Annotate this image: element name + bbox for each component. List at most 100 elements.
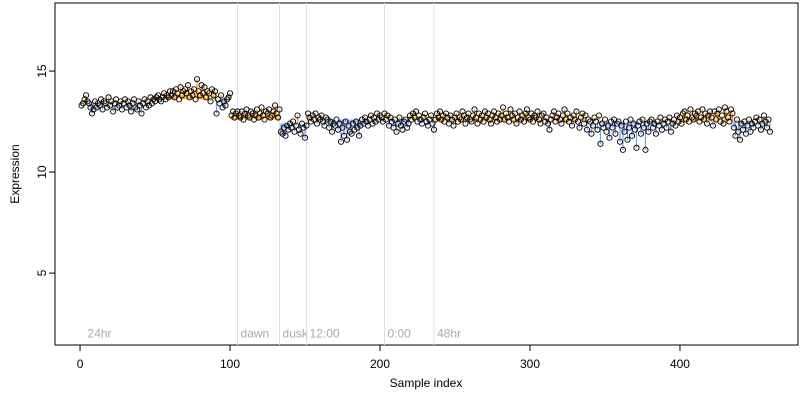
data-point: [598, 120, 606, 127]
data-point: [499, 104, 507, 111]
data-point: [430, 126, 438, 133]
data-point: [285, 126, 292, 133]
data-point: [88, 110, 96, 117]
data-point: [202, 94, 210, 101]
data-point: [91, 98, 99, 105]
data-point: [532, 114, 540, 121]
y-axis-label: Expression: [8, 144, 22, 203]
data-point: [520, 118, 528, 125]
data-point: [388, 118, 396, 125]
data-point: [448, 116, 456, 123]
data-point: [409, 110, 417, 117]
data-point: [297, 130, 304, 137]
y-tick-label: 5: [35, 269, 49, 276]
data-point: [628, 132, 636, 139]
data-point: [186, 94, 193, 101]
data-point: [690, 116, 697, 123]
marker-label: dusk: [283, 327, 309, 341]
data-point: [225, 94, 232, 101]
data-point: [739, 126, 747, 133]
data-point: [546, 126, 553, 133]
data-point: [316, 116, 324, 123]
data-point: [417, 116, 424, 123]
data-point: [586, 118, 594, 125]
data-point: [240, 116, 247, 123]
data-point: [214, 96, 222, 103]
data-point: [168, 92, 175, 99]
data-point: [495, 110, 502, 117]
data-point: [273, 110, 280, 117]
x-axis-label: Sample index: [390, 376, 463, 390]
data-point: [481, 108, 489, 115]
data-point: [300, 124, 307, 131]
data-point: [198, 82, 205, 89]
data-point: [142, 104, 150, 111]
data-point: [468, 118, 475, 125]
data-point: [633, 144, 640, 151]
data-point: [621, 128, 628, 135]
data-point: [570, 112, 577, 119]
data-point: [540, 110, 547, 117]
data-point: [745, 116, 753, 123]
data-point: [258, 104, 265, 111]
data-point: [357, 122, 364, 129]
data-point: [615, 118, 622, 125]
data-point: [327, 118, 334, 125]
data-point: [558, 120, 565, 127]
data-point: [429, 120, 436, 127]
data-point: [427, 112, 435, 119]
data-point: [333, 116, 340, 123]
data-point: [595, 112, 603, 119]
data-point: [453, 110, 460, 117]
data-point: [313, 120, 321, 127]
data-point: [217, 92, 225, 99]
data-point: [474, 120, 481, 127]
data-point: [81, 96, 88, 103]
y-tick-label: 10: [35, 165, 49, 179]
data-point: [640, 124, 648, 131]
data-point: [438, 116, 445, 123]
data-point: [121, 96, 129, 103]
data-point: [748, 120, 756, 127]
data-point: [535, 116, 543, 123]
data-point: [226, 90, 234, 97]
data-point: [82, 92, 90, 99]
data-point: [556, 116, 564, 123]
data-point: [634, 122, 642, 129]
data-point: [187, 88, 195, 95]
data-point: [141, 96, 148, 103]
data-point: [682, 116, 690, 123]
data-point: [276, 106, 283, 113]
data-point: [123, 104, 130, 111]
data-point: [147, 94, 154, 101]
data-point: [90, 106, 97, 113]
data-point: [480, 118, 487, 125]
data-point: [105, 94, 112, 101]
data-point: [222, 102, 229, 109]
data-point: [463, 114, 471, 121]
data-point: [189, 92, 196, 99]
marker-label: 12:00: [310, 327, 340, 341]
data-point: [396, 114, 403, 121]
data-point: [724, 114, 732, 121]
data-point: [627, 116, 634, 123]
data-point: [489, 112, 496, 119]
data-point: [282, 132, 289, 139]
data-point: [454, 118, 462, 125]
data-point: [292, 122, 300, 129]
data-point: [160, 90, 168, 97]
data-point: [349, 120, 357, 127]
data-point: [706, 108, 714, 115]
data-point: [343, 136, 351, 143]
data-point: [196, 92, 204, 99]
data-point: [451, 114, 459, 121]
data-point: [129, 100, 136, 107]
x-tick-label: 300: [520, 357, 540, 371]
data-point: [237, 114, 244, 121]
data-point: [673, 112, 681, 119]
data-point: [639, 116, 646, 123]
data-point: [765, 116, 772, 123]
data-point: [667, 128, 675, 135]
data-point: [201, 84, 208, 91]
